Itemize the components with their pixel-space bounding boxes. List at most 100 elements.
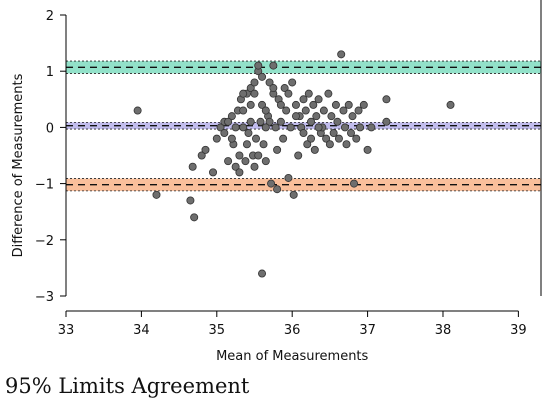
data-point — [201, 145, 210, 154]
data-point — [314, 123, 323, 132]
data-point — [356, 123, 365, 132]
data-point — [325, 140, 334, 149]
data-point — [250, 162, 259, 171]
data-point — [246, 100, 255, 109]
data-point — [310, 145, 319, 154]
data-point — [239, 89, 248, 98]
y-tick-label: 2 — [46, 9, 54, 24]
data-point — [224, 117, 233, 126]
data-point — [197, 151, 206, 160]
data-point — [258, 100, 267, 109]
data-point — [294, 151, 303, 160]
data-point — [242, 140, 251, 149]
data-point — [244, 129, 253, 138]
data-point — [354, 106, 363, 115]
x-tick-label: 38 — [435, 323, 452, 338]
data-point — [344, 100, 353, 109]
data-point — [286, 123, 295, 132]
data-point — [337, 50, 346, 59]
data-point — [246, 84, 255, 93]
data-point — [303, 140, 312, 149]
data-point — [265, 117, 274, 126]
data-point — [304, 89, 313, 98]
x-tick-label: 35 — [209, 323, 226, 338]
data-point — [269, 61, 278, 70]
data-point — [241, 157, 250, 166]
data-point — [289, 190, 298, 199]
data-point — [261, 123, 270, 132]
data-point — [334, 134, 343, 143]
figure-caption: 95% Limits Agreement — [5, 374, 250, 398]
data-point — [224, 157, 233, 166]
data-point — [382, 117, 391, 126]
band-lower-limit — [66, 178, 541, 191]
data-point — [301, 106, 310, 115]
data-point — [342, 140, 351, 149]
data-point — [216, 123, 225, 132]
data-point — [282, 106, 291, 115]
data-point — [446, 100, 455, 109]
data-point — [258, 72, 267, 81]
data-point — [261, 157, 270, 166]
data-point — [367, 123, 376, 132]
data-point — [359, 100, 368, 109]
x-tick-label: 33 — [58, 323, 75, 338]
data-point — [256, 117, 265, 126]
data-point — [246, 117, 255, 126]
data-point — [235, 151, 244, 160]
data-point — [258, 269, 267, 278]
x-tick-label: 36 — [284, 323, 301, 338]
data-point — [273, 145, 282, 154]
y-axis-label: Difference of Measurements — [11, 73, 26, 257]
data-point — [276, 117, 285, 126]
data-point — [227, 112, 236, 121]
data-point — [348, 112, 357, 121]
data-point — [327, 112, 336, 121]
x-axis-label: Mean of Measurements — [216, 349, 368, 364]
data-point — [339, 106, 348, 115]
y-tick-label: −3 — [35, 290, 54, 305]
x-tick-label: 37 — [359, 323, 376, 338]
data-point — [324, 89, 333, 98]
data-point — [291, 112, 300, 121]
data-point — [271, 123, 280, 132]
data-point — [261, 106, 270, 115]
y-tick-label: −1 — [35, 178, 54, 193]
data-point — [299, 129, 308, 138]
data-point — [152, 190, 161, 199]
data-point — [288, 78, 297, 87]
data-point — [186, 196, 195, 205]
data-point — [239, 106, 248, 115]
data-point — [235, 168, 244, 177]
data-point — [273, 185, 282, 194]
data-point — [250, 78, 259, 87]
data-point — [220, 129, 229, 138]
axes: −3 −2 −1 0 1 2 33 34 35 36 37 38 39 — [35, 0, 542, 338]
data-point — [280, 84, 289, 93]
data-point — [265, 78, 274, 87]
data-point — [190, 213, 199, 222]
data-point — [307, 117, 316, 126]
data-point — [254, 151, 263, 160]
y-tick-label: −2 — [35, 234, 54, 249]
data-point — [254, 61, 263, 70]
data-point — [279, 134, 288, 143]
data-point — [346, 129, 355, 138]
data-point — [212, 134, 221, 143]
data-point — [319, 106, 328, 115]
data-point — [382, 95, 391, 104]
data-point — [312, 112, 321, 121]
data-point — [329, 129, 338, 138]
x-tick-label: 39 — [510, 323, 527, 338]
data-point — [352, 134, 361, 143]
data-point — [133, 106, 142, 115]
data-point — [267, 179, 276, 188]
data-point — [227, 134, 236, 143]
y-tick-label: 1 — [46, 65, 54, 80]
data-point — [231, 162, 240, 171]
y-tick-label: 0 — [46, 121, 54, 136]
data-point — [331, 100, 340, 109]
data-point — [276, 100, 285, 109]
data-point — [350, 179, 359, 188]
data-points — [133, 50, 455, 278]
